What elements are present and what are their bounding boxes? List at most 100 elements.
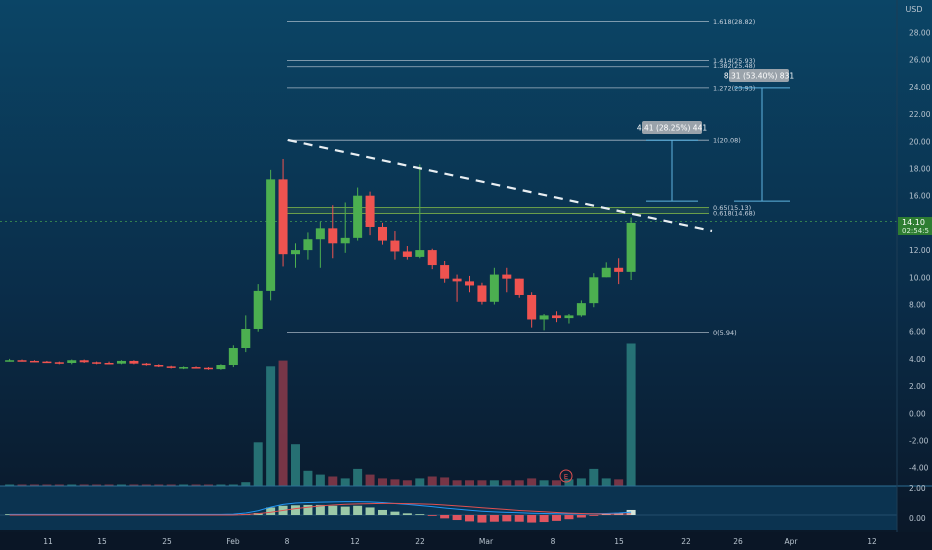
candle-body[interactable] [353, 195, 363, 238]
candle-body[interactable] [303, 239, 313, 251]
candle-body[interactable] [626, 222, 636, 272]
volume-bar [253, 442, 263, 486]
volume-bar [179, 484, 189, 486]
earnings-circle[interactable] [559, 469, 573, 483]
candle-body[interactable] [191, 367, 201, 369]
fib-golden-zone [287, 207, 709, 214]
price-axis-label: 12.00 [909, 246, 931, 255]
candle-body[interactable] [92, 362, 102, 364]
volume-bar [216, 484, 226, 486]
candle-body[interactable] [5, 360, 15, 362]
price-axis[interactable]: 28.0026.0024.0022.0020.0018.0016.0014.00… [909, 29, 931, 473]
candle-body[interactable] [477, 285, 487, 302]
candle-body[interactable] [17, 360, 27, 362]
macd-histogram-bar [315, 504, 325, 515]
candle-body[interactable] [552, 315, 562, 319]
candle-body[interactable] [253, 290, 263, 329]
fib-level-label: 1.414(25.93) [713, 57, 755, 65]
currency-label: USD [905, 5, 922, 14]
candle-body[interactable] [141, 363, 151, 366]
candle-body[interactable] [67, 360, 77, 363]
fib-level-label: 1(20.08) [713, 137, 741, 145]
candle-body[interactable] [203, 367, 213, 370]
measure-label-box[interactable] [729, 69, 789, 82]
volume-bar [539, 480, 549, 486]
price-axis-label: 20.00 [909, 137, 931, 146]
volume-bar [104, 484, 114, 486]
candle-body[interactable] [340, 237, 350, 244]
candle-body[interactable] [539, 315, 549, 320]
candle-body[interactable] [328, 228, 338, 244]
volume-bar [203, 484, 213, 486]
volume-bar [17, 484, 27, 486]
volume-bar [626, 343, 636, 486]
price-axis-label: 24.00 [909, 83, 931, 92]
fib-level-label: 1.618(28.82) [713, 18, 755, 26]
price-axis-label: 6.00 [909, 328, 926, 337]
candle-body[interactable] [614, 267, 624, 272]
candle-body[interactable] [527, 294, 537, 320]
candle-body[interactable] [452, 278, 462, 282]
macd-axis[interactable]: 2.00 0.00 [909, 484, 926, 523]
earnings-marker[interactable]: E [559, 469, 573, 483]
price-axis-label: -2.00 [909, 437, 929, 446]
candle-body[interactable] [166, 366, 176, 368]
candle-body[interactable] [440, 265, 450, 279]
candle-body[interactable] [116, 360, 126, 364]
volume-bar [601, 478, 611, 486]
date-axis-label: 15 [614, 537, 624, 546]
candle-body[interactable] [378, 226, 387, 241]
price-axis-label: 10.00 [909, 273, 931, 282]
candle-body[interactable] [228, 348, 238, 366]
candle-body[interactable] [241, 328, 251, 349]
candle-body[interactable] [365, 195, 375, 227]
candle-body[interactable] [179, 367, 189, 369]
candle-body[interactable] [601, 267, 611, 278]
macd-histogram-bar [390, 511, 400, 515]
trendline-line[interactable] [287, 138, 713, 233]
candle-body[interactable] [290, 250, 300, 255]
date-axis-label: Mar [479, 537, 494, 546]
candlestick-series[interactable] [5, 158, 636, 370]
candle-body[interactable] [465, 281, 475, 286]
date-axis-background [0, 532, 932, 550]
fibonacci-retracement[interactable]: 1.618(28.82)1.414(25.93)1.382(25.48)1.27… [0, 18, 897, 337]
candle-body[interactable] [29, 360, 39, 363]
macd-histogram-bar [465, 515, 475, 522]
candle-body[interactable] [576, 303, 586, 316]
candle-body[interactable] [54, 362, 64, 364]
volume-bar [614, 479, 624, 486]
candle-body[interactable] [278, 179, 288, 255]
volume-bar [116, 484, 126, 486]
measure-tools[interactable]: 4.41 (28.25%) 441 8.31 (53.40%) 831 [637, 69, 794, 202]
volume-bar [427, 476, 437, 486]
measure-label-box[interactable] [642, 121, 702, 134]
candle-body[interactable] [514, 278, 524, 295]
candle-body[interactable] [216, 365, 226, 370]
candle-body[interactable] [564, 315, 574, 319]
candle-body[interactable] [489, 274, 499, 302]
candle-body[interactable] [589, 277, 599, 304]
trendline[interactable] [287, 138, 713, 233]
volume-bar [552, 480, 562, 486]
date-axis[interactable]: 11 15 25 Feb 8 12 22 Mar 8 15 22 26 Apr 12 [43, 537, 877, 546]
candle-body[interactable] [129, 360, 139, 364]
candle-body[interactable] [390, 240, 400, 252]
candle-body[interactable] [502, 274, 512, 279]
volume-bar [278, 360, 288, 486]
macd-histogram-bar [378, 509, 387, 515]
candle-body[interactable] [402, 251, 412, 257]
candle-body[interactable] [104, 362, 114, 365]
candle-body[interactable] [427, 250, 437, 266]
candle-body[interactable] [42, 361, 52, 364]
macd-histogram-bar [514, 515, 524, 522]
candle-body[interactable] [79, 360, 89, 363]
candle-body[interactable] [154, 365, 164, 367]
macd-histogram-bar [552, 515, 562, 521]
candle-body[interactable] [415, 250, 425, 257]
volume-bar [514, 480, 524, 486]
candle-body[interactable] [266, 179, 276, 291]
date-axis-label: 12 [350, 537, 360, 546]
candle-body[interactable] [315, 228, 325, 240]
